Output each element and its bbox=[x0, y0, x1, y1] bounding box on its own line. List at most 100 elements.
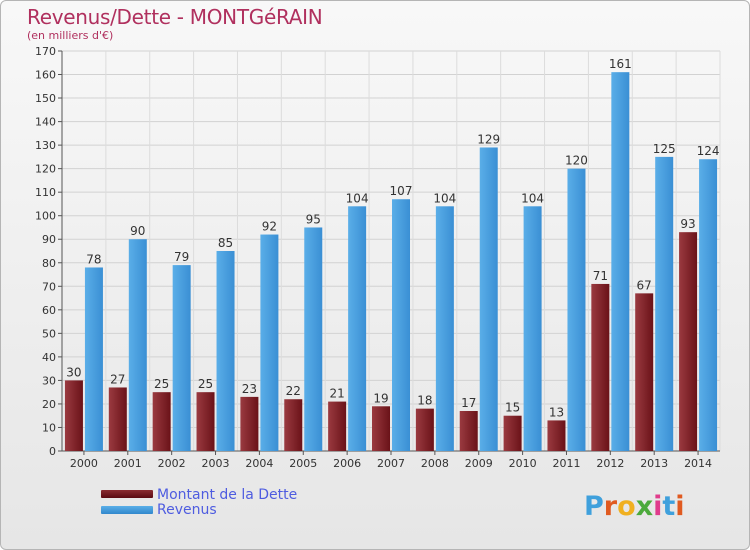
debt-bar bbox=[503, 415, 522, 451]
debt-bar bbox=[679, 232, 698, 451]
revenue-data-label: 161 bbox=[609, 57, 632, 71]
y-tick-label: 140 bbox=[35, 116, 56, 129]
x-tick-label: 2008 bbox=[421, 457, 449, 470]
y-tick-label: 30 bbox=[42, 374, 56, 387]
revenue-bar bbox=[84, 267, 103, 451]
logo-letter: i bbox=[653, 491, 663, 522]
debt-bar bbox=[415, 408, 434, 451]
revenue-data-label: 124 bbox=[697, 144, 720, 158]
y-tick-label: 90 bbox=[42, 233, 56, 246]
debt-bar bbox=[64, 380, 83, 451]
revenue-data-label: 79 bbox=[174, 250, 189, 264]
debt-data-label: 18 bbox=[417, 394, 432, 408]
revenue-data-label: 107 bbox=[390, 184, 413, 198]
axes: 0 10 20 30 40 50 60 70 80 90 100 110 120 130 140 150 160… bbox=[35, 45, 720, 470]
y-tick-label: 40 bbox=[42, 351, 56, 364]
debt-data-label: 93 bbox=[680, 217, 695, 231]
y-tick-label: 110 bbox=[35, 186, 56, 199]
debt-data-label: 25 bbox=[154, 377, 169, 391]
proxiti-logo: Proxiti bbox=[584, 491, 685, 522]
debt-data-label: 21 bbox=[329, 387, 344, 401]
logo-letter: P bbox=[584, 491, 604, 522]
y-tick-label: 60 bbox=[42, 304, 56, 317]
revenue-data-label: 92 bbox=[262, 220, 277, 234]
revenue-bar bbox=[655, 156, 674, 451]
revenue-bar bbox=[392, 199, 410, 451]
debt-data-label: 27 bbox=[110, 372, 125, 386]
revenue-bar bbox=[172, 265, 191, 451]
debt-bar bbox=[152, 392, 171, 451]
y-tick-label: 100 bbox=[35, 210, 56, 223]
revenue-data-label: 120 bbox=[565, 154, 588, 168]
y-tick-label: 20 bbox=[42, 398, 56, 411]
debt-bar bbox=[196, 392, 215, 451]
x-tick-label: 2007 bbox=[377, 457, 405, 470]
debt-bar bbox=[635, 293, 654, 451]
legend-label-revenue: Revenus bbox=[157, 502, 217, 518]
x-tick-label: 2014 bbox=[684, 457, 712, 470]
revenue-data-label: 85 bbox=[218, 236, 233, 250]
revenue-bar bbox=[611, 72, 630, 452]
chart-title: Revenus/Dette - MONTGéRAIN bbox=[27, 5, 323, 29]
x-tick-label: 2011 bbox=[552, 457, 580, 470]
debt-bar bbox=[240, 396, 259, 451]
logo-letter: o bbox=[617, 491, 636, 522]
y-tick-label: 160 bbox=[35, 69, 56, 82]
revenue-data-label: 125 bbox=[653, 142, 676, 156]
legend-label-debt: Montant de la Dette bbox=[157, 487, 298, 503]
x-tick-label: 2009 bbox=[465, 457, 493, 470]
logo-letter: r bbox=[603, 491, 618, 522]
debt-bar bbox=[372, 406, 390, 451]
revenue-data-label: 95 bbox=[306, 212, 321, 226]
debt-data-label: 22 bbox=[286, 384, 301, 398]
revenue-data-label: 78 bbox=[86, 252, 101, 266]
x-tick-label: 2005 bbox=[289, 457, 317, 470]
revenue-data-label: 129 bbox=[477, 132, 500, 146]
revenue-data-label: 104 bbox=[346, 191, 369, 205]
debt-data-label: 17 bbox=[461, 396, 476, 410]
revenue-bar bbox=[479, 147, 498, 451]
y-tick-label: 170 bbox=[35, 45, 56, 58]
y-tick-label: 70 bbox=[42, 280, 56, 293]
debt-data-label: 13 bbox=[549, 405, 564, 419]
debt-bar bbox=[591, 283, 610, 451]
debt-data-label: 67 bbox=[637, 278, 652, 292]
y-tick-label: 150 bbox=[35, 92, 56, 105]
revenue-bar bbox=[435, 206, 454, 451]
logo-letter: x bbox=[635, 491, 654, 522]
y-tick-label: 120 bbox=[35, 163, 56, 176]
debt-bar bbox=[459, 411, 478, 451]
debt-data-label: 15 bbox=[505, 401, 520, 415]
legend-swatch-debt bbox=[101, 490, 153, 498]
debt-bar bbox=[328, 401, 347, 451]
revenue-bar bbox=[699, 159, 718, 451]
legend-swatch-revenue bbox=[101, 506, 153, 514]
debt-data-label: 25 bbox=[198, 377, 213, 391]
revenue-data-label: 104 bbox=[521, 191, 544, 205]
logo-letter: t bbox=[662, 491, 676, 522]
x-tick-label: 2000 bbox=[70, 457, 98, 470]
revenue-bar bbox=[567, 168, 586, 451]
revenue-bar bbox=[260, 234, 279, 451]
debt-bar bbox=[284, 399, 303, 451]
x-tick-label: 2004 bbox=[245, 457, 273, 470]
bars bbox=[64, 72, 718, 452]
x-tick-label: 2013 bbox=[640, 457, 668, 470]
x-tick-label: 2012 bbox=[596, 457, 624, 470]
debt-data-label: 23 bbox=[242, 382, 257, 396]
revenue-bar bbox=[523, 206, 542, 451]
revenue-bar bbox=[348, 206, 367, 451]
revenue-bar bbox=[216, 251, 235, 451]
x-tick-label: 2001 bbox=[114, 457, 142, 470]
revenue-bar bbox=[128, 239, 147, 451]
x-tick-label: 2010 bbox=[509, 457, 537, 470]
x-tick-label: 2003 bbox=[202, 457, 230, 470]
y-tick-label: 0 bbox=[49, 445, 56, 458]
x-tick-label: 2006 bbox=[333, 457, 361, 470]
debt-data-label: 19 bbox=[373, 391, 388, 405]
y-tick-label: 130 bbox=[35, 139, 56, 152]
x-tick-label: 2002 bbox=[158, 457, 186, 470]
y-tick-label: 50 bbox=[42, 327, 56, 340]
revenue-data-label: 104 bbox=[433, 191, 456, 205]
